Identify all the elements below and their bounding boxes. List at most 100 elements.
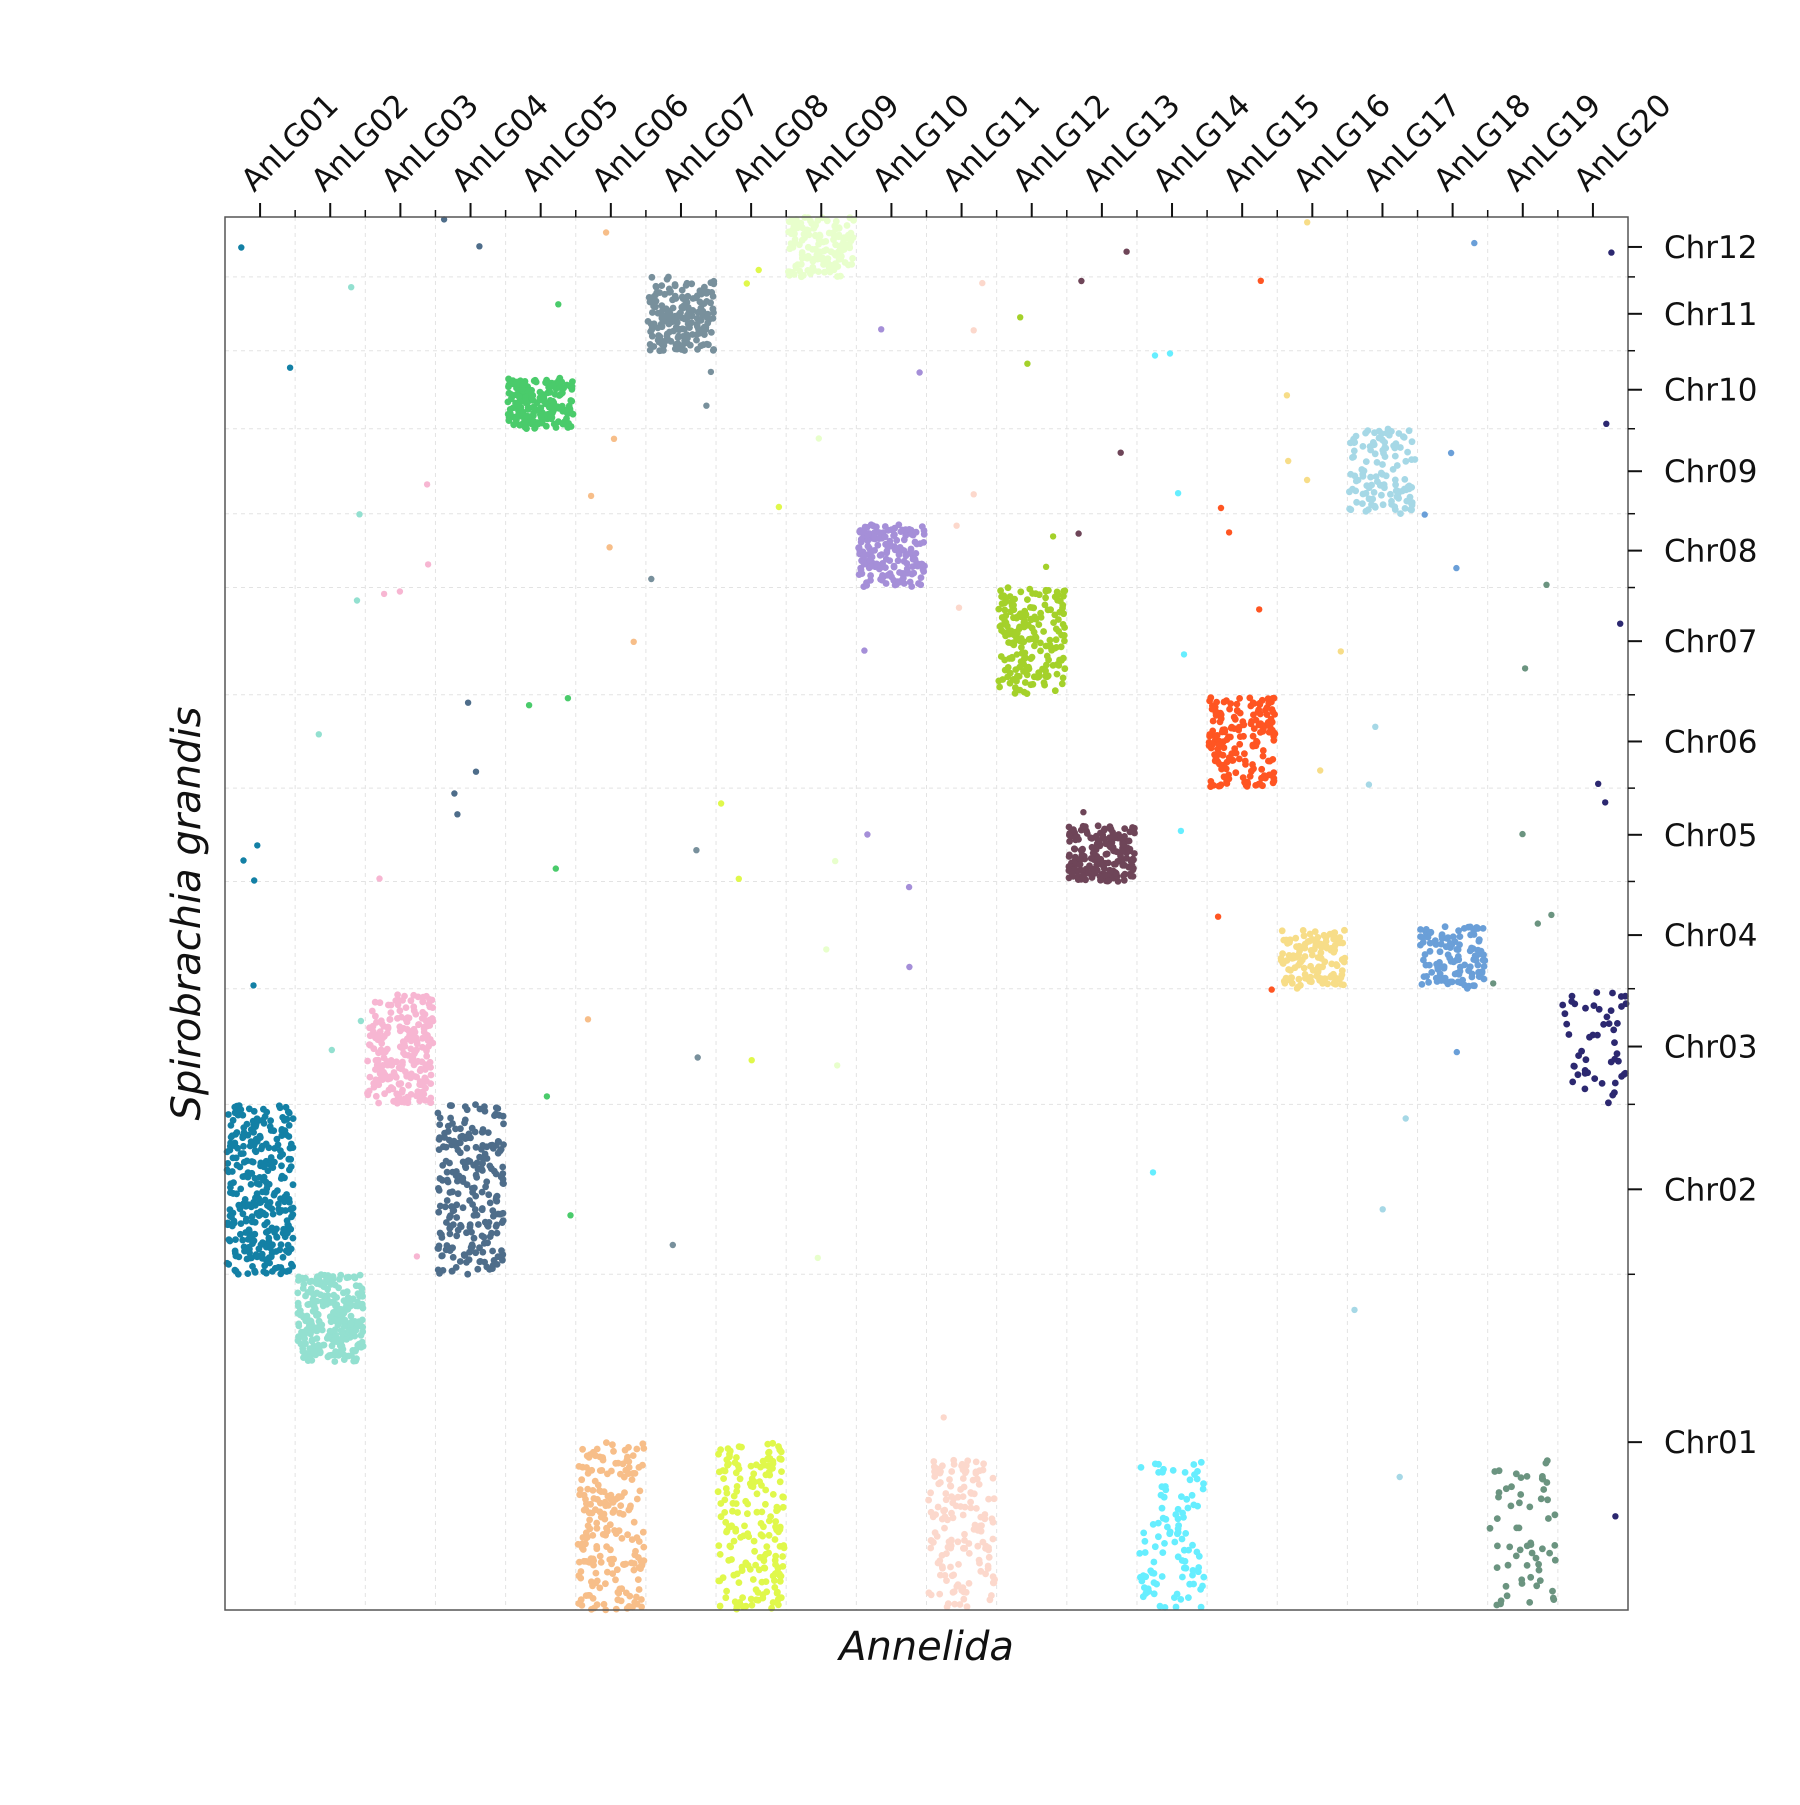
data-point <box>1420 934 1427 941</box>
data-point <box>961 1530 968 1538</box>
data-point <box>289 1234 297 1242</box>
data-point <box>273 1135 281 1143</box>
data-point <box>342 1299 350 1306</box>
data-point <box>1609 989 1616 997</box>
data-point <box>593 1543 601 1550</box>
data-point <box>607 1495 615 1503</box>
data-point-outlier <box>564 695 572 702</box>
data-point <box>1367 473 1374 481</box>
data-point-outlier <box>472 768 480 775</box>
data-point <box>1076 861 1084 868</box>
data-point <box>1381 453 1389 460</box>
data-point <box>376 1070 384 1077</box>
data-point <box>1381 439 1389 446</box>
data-point <box>1294 983 1302 991</box>
data-point <box>285 1122 293 1129</box>
data-point <box>426 1022 434 1029</box>
data-point <box>542 379 549 386</box>
block-anlg09 <box>785 214 857 1262</box>
data-point <box>1200 1573 1208 1581</box>
data-point <box>1193 1548 1201 1556</box>
data-point <box>1055 616 1062 623</box>
data-point <box>1479 925 1487 932</box>
data-point <box>639 1528 647 1536</box>
y-tick-label: Chr03 <box>1664 1030 1757 1066</box>
data-point <box>1316 940 1324 948</box>
data-point <box>1171 1538 1179 1546</box>
data-point <box>1157 1491 1165 1499</box>
data-point <box>327 1280 335 1288</box>
data-point <box>1005 627 1013 635</box>
data-point <box>1528 1549 1536 1557</box>
data-point <box>236 1163 244 1171</box>
data-point <box>1306 930 1314 938</box>
data-point <box>762 1486 770 1494</box>
data-point <box>776 1478 784 1486</box>
data-point <box>252 1148 260 1156</box>
data-point <box>1227 700 1235 707</box>
data-point <box>995 605 1003 613</box>
data-point <box>576 1491 584 1499</box>
data-point <box>461 1119 468 1127</box>
data-point <box>332 1333 340 1341</box>
data-point <box>1379 501 1387 509</box>
data-point <box>776 1455 784 1463</box>
data-point <box>1031 642 1038 650</box>
data-point <box>815 268 822 275</box>
data-point <box>1340 958 1348 966</box>
data-point <box>1420 956 1427 964</box>
data-point <box>239 1111 247 1119</box>
data-point <box>1317 949 1325 957</box>
data-point-outlier <box>1396 1473 1403 1481</box>
data-point-outlier <box>748 1057 755 1064</box>
data-point <box>378 1065 385 1072</box>
data-point <box>397 1080 405 1087</box>
data-point <box>798 273 805 280</box>
data-point-outlier <box>1123 248 1130 255</box>
data-point <box>805 253 812 261</box>
data-point <box>1046 636 1054 644</box>
data-point <box>389 1085 397 1093</box>
data-point-outlier <box>940 1414 947 1421</box>
data-point <box>1360 467 1368 475</box>
data-point <box>1495 1493 1502 1501</box>
data-point <box>344 1306 352 1313</box>
data-point <box>1359 443 1367 450</box>
data-point <box>333 1294 340 1301</box>
data-point <box>1221 726 1228 734</box>
data-point <box>1107 825 1114 833</box>
data-point <box>227 1133 235 1141</box>
data-point <box>1513 1524 1521 1532</box>
data-point <box>895 578 903 586</box>
data-point <box>400 1025 407 1032</box>
data-point <box>267 1117 274 1125</box>
data-point <box>287 1206 294 1213</box>
data-point-outlier <box>1608 249 1615 256</box>
data-point <box>941 1524 948 1532</box>
data-point-outlier <box>630 638 637 645</box>
data-point <box>227 1122 235 1129</box>
data-point <box>757 1463 764 1471</box>
data-point <box>611 1527 618 1534</box>
data-point <box>1177 1596 1185 1603</box>
data-point <box>492 1195 500 1203</box>
data-point <box>537 404 545 412</box>
data-point <box>1330 932 1338 939</box>
data-point <box>410 1003 418 1011</box>
data-point <box>284 1241 292 1249</box>
block-anlg19 <box>1486 581 1559 1609</box>
data-point <box>478 1206 486 1214</box>
data-point <box>959 1493 967 1500</box>
y-tick-label: Chr08 <box>1664 534 1757 570</box>
data-point <box>463 1106 471 1114</box>
data-point <box>1349 454 1356 461</box>
data-point-outlier <box>1372 723 1379 730</box>
data-point <box>1352 432 1360 440</box>
data-point <box>461 1133 469 1141</box>
data-point <box>1399 433 1407 440</box>
data-point <box>1372 473 1380 480</box>
data-point <box>716 1602 724 1610</box>
data-point <box>647 320 655 328</box>
data-point-outlier <box>755 266 762 274</box>
data-point <box>1615 1057 1622 1065</box>
